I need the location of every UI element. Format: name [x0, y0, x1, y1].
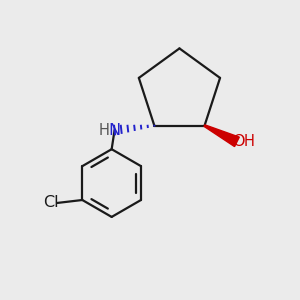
- Text: O: O: [232, 134, 245, 149]
- Text: H: H: [244, 134, 255, 149]
- Text: Cl: Cl: [44, 195, 59, 210]
- Polygon shape: [204, 125, 239, 147]
- Text: N: N: [109, 123, 121, 138]
- Text: H: H: [99, 123, 110, 138]
